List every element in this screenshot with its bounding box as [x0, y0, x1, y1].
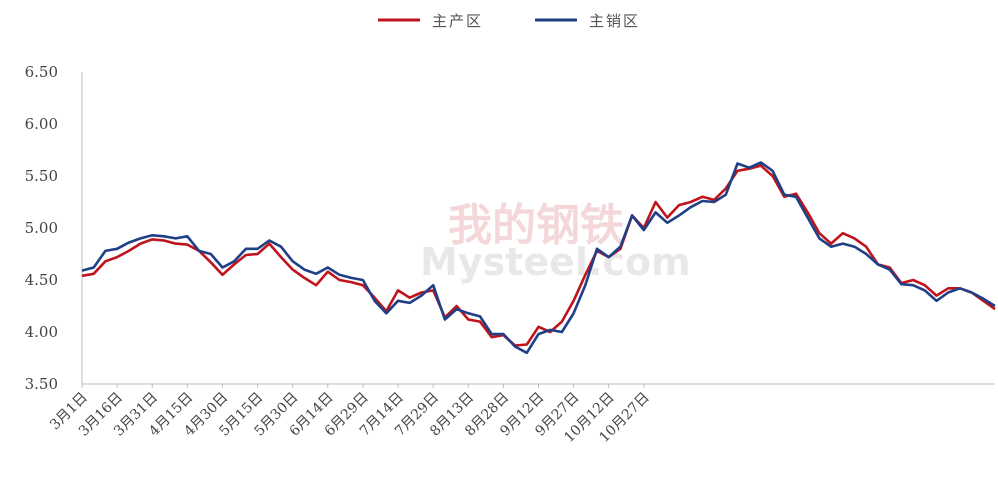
legend-label-series-1: 主销区	[589, 12, 640, 30]
legend-label-series-0: 主产区	[432, 12, 483, 30]
series-lines	[81, 161, 996, 355]
x-tick-labels: 3月1日3月16日3月31日4月15日4月30日5月15日5月30日6月14日6…	[47, 384, 653, 446]
watermark-cn: 我的钢铁	[448, 200, 624, 251]
watermark-en: Mysteel.com	[420, 240, 691, 284]
y-tick-labels: 3.50 4.00 4.50 5.00 5.50 6.00 6.50	[25, 63, 58, 393]
series-line-1	[81, 161, 996, 355]
y-tick-label: 6.00	[25, 115, 58, 133]
y-tick-label: 4.50	[25, 271, 58, 289]
legend: 主产区 主销区	[378, 12, 640, 30]
y-tick-label: 6.50	[25, 63, 58, 81]
y-tick-label: 5.50	[25, 167, 58, 185]
y-tick-label: 4.00	[25, 323, 58, 341]
y-tick-label: 3.50	[25, 375, 58, 393]
series-line-0	[81, 164, 996, 347]
y-tick-label: 5.00	[25, 219, 58, 237]
watermark: 我的钢铁 Mysteel.com	[420, 200, 691, 284]
